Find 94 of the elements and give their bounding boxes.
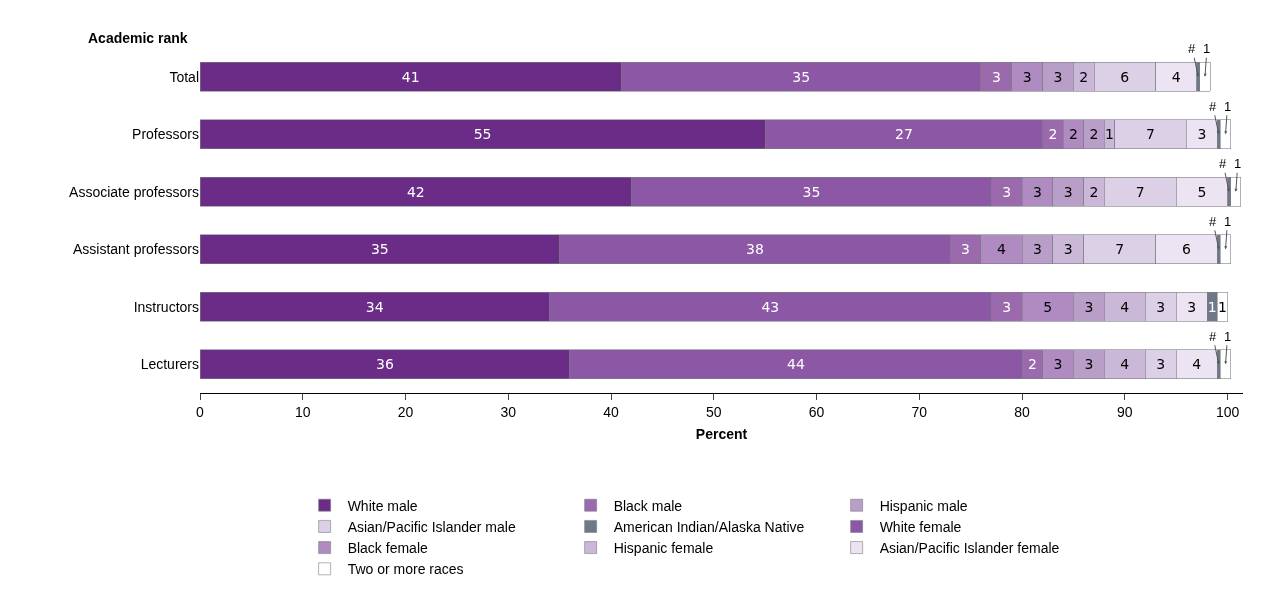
x-tick-label: 80 (1014, 403, 1031, 420)
data-label: 43 (761, 298, 780, 315)
bar (1199, 62, 1211, 92)
legend-label: White male (347, 497, 418, 514)
x-tick-label: 40 (603, 403, 620, 420)
x-tick-label: 20 (397, 403, 414, 420)
data-label: 4 (997, 241, 1007, 258)
data-label: 1 (1207, 298, 1217, 315)
legend-label: American Indian/Alaska Native (613, 518, 805, 535)
legend-label: Asian/Pacific Islander female (879, 540, 1060, 557)
data-label: # (1219, 156, 1227, 171)
data-label: 3 (1033, 183, 1042, 200)
y-axis-title: Academic rank (88, 30, 188, 46)
data-label: 44 (787, 356, 805, 373)
data-label: 3 (991, 68, 1001, 85)
y-tick-label: Lecturers (140, 356, 199, 373)
data-label: 4 (1171, 68, 1181, 85)
data-label: # (1209, 329, 1217, 344)
data-label: 3 (1053, 68, 1063, 85)
data-label: 1 (1217, 298, 1227, 315)
data-label: 55 (473, 126, 492, 143)
data-label: 3 (1063, 183, 1073, 200)
y-tick-label: Total (169, 68, 199, 85)
data-label: 3 (961, 241, 971, 258)
data-label: 27 (894, 126, 913, 143)
data-label: 6 (1120, 68, 1130, 85)
data-label: 1 (1104, 126, 1114, 143)
legend-label: Hispanic male (879, 497, 968, 514)
bar (1230, 177, 1242, 207)
data-label: 3 (1063, 241, 1073, 258)
data-label: 34 (365, 298, 384, 315)
y-tick-label: Associate professors (69, 183, 199, 200)
x-tick-label: 0 (196, 403, 205, 420)
data-label: 1 (1224, 329, 1232, 344)
data-label: 3 (1033, 241, 1042, 258)
x-tick-label: 90 (1117, 403, 1133, 420)
data-label: 1 (1224, 99, 1232, 114)
data-label: 42 (406, 183, 425, 200)
data-label: 3 (1053, 356, 1063, 373)
x-tick-label: 10 (294, 403, 311, 420)
legend-label: Hispanic female (613, 540, 714, 557)
x-tick-label: 70 (911, 403, 928, 420)
data-label: 4 (1120, 356, 1130, 373)
data-label: 2 (1079, 68, 1089, 85)
y-tick-label: Professors (132, 126, 199, 143)
x-axis-title: Percent (695, 426, 748, 443)
data-label: 7 (1115, 241, 1125, 258)
legend-label: Black male (613, 497, 683, 514)
legend-label: White female (879, 518, 962, 535)
data-label: 1 (1203, 41, 1211, 56)
data-label: 3 (1156, 356, 1166, 373)
data-label: 38 (745, 241, 764, 258)
legend-label: Black female (347, 540, 428, 557)
y-tick-label: Assistant professors (72, 241, 199, 258)
bar (1220, 349, 1231, 379)
data-label: 3 (1197, 126, 1207, 143)
bar (1220, 234, 1231, 264)
data-label: 3 (1002, 298, 1012, 315)
data-label: # (1209, 99, 1217, 114)
data-label: 2 (1048, 126, 1058, 143)
data-label: 35 (792, 68, 811, 85)
data-label: 41 (401, 68, 420, 85)
data-label: # (1188, 41, 1196, 56)
data-label: 7 (1135, 183, 1145, 200)
data-label: 1 (1234, 156, 1242, 171)
y-tick-label: Instructors (133, 298, 199, 315)
data-label: 7 (1146, 126, 1155, 143)
data-label: 2 (1027, 356, 1037, 373)
data-label: 36 (376, 356, 394, 373)
data-label: 5 (1197, 183, 1207, 200)
data-label: 3 (1022, 68, 1032, 85)
data-label: 35 (802, 183, 821, 200)
x-tick-label: 100 (1215, 403, 1240, 420)
data-label: 2 (1089, 126, 1099, 143)
data-label: 1 (1224, 214, 1232, 229)
data-label: 3 (1187, 298, 1197, 315)
data-label: 5 (1043, 298, 1053, 315)
data-label: 3 (1002, 183, 1012, 200)
bar (1220, 119, 1231, 149)
data-label: 3 (1084, 356, 1094, 373)
data-label: # (1209, 214, 1217, 229)
legend-label: Asian/Pacific Islander male (347, 518, 516, 535)
x-tick-label: 30 (500, 403, 517, 420)
data-label: 2 (1089, 183, 1099, 200)
data-label: 2 (1068, 126, 1078, 143)
x-tick-label: 60 (808, 403, 825, 420)
data-label: 3 (1084, 298, 1094, 315)
data-label: 6 (1181, 241, 1191, 258)
data-label: 4 (1192, 356, 1202, 373)
data-label: 3 (1156, 298, 1166, 315)
data-label: 4 (1120, 298, 1130, 315)
x-tick-label: 50 (706, 403, 722, 420)
legend-label: Two or more races (347, 561, 464, 578)
data-label: 35 (370, 241, 389, 258)
